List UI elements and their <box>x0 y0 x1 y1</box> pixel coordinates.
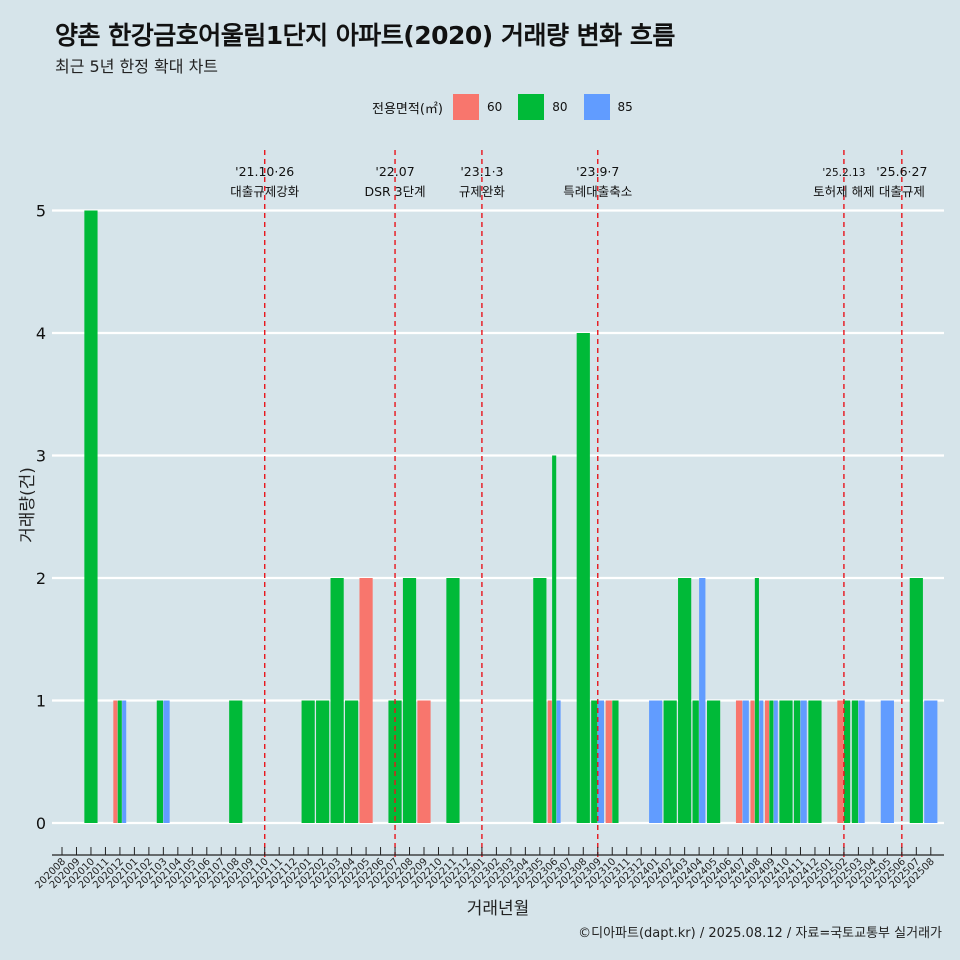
legend-item-60: 60 <box>452 94 512 120</box>
event-label-202506: 대출규제 <box>879 184 925 199</box>
bar-202411-80 <box>793 700 801 823</box>
y-tick-label: 3 <box>36 447 46 466</box>
bar-202402-80 <box>663 700 677 823</box>
bar-202201-80 <box>301 700 315 823</box>
source-caption: ©디아파트(dapt.kr) / 2025.08.12 / 자료=국토교통부 실… <box>578 926 942 941</box>
legend-title: 전용면적(㎡) <box>372 101 443 117</box>
event-label-202207: DSR 3단계 <box>364 184 425 199</box>
event-date-202110: '21.10·26 <box>235 164 294 179</box>
bar-202408-60 <box>750 700 755 823</box>
bar-202012-85 <box>122 700 127 823</box>
bar-202010-80 <box>84 210 98 823</box>
legend-swatch-85 <box>583 94 610 120</box>
bar-202103-80 <box>156 700 164 823</box>
bar-202208-80 <box>402 578 417 823</box>
bar-202404-80 <box>692 700 699 823</box>
bar-202409-80 <box>769 700 774 823</box>
bar-202503-80 <box>851 700 859 823</box>
event-label-202110: 대출규제강화 <box>230 184 300 199</box>
bar-202403-80 <box>678 578 692 823</box>
bar-202408-80 <box>754 578 759 823</box>
y-tick-label: 2 <box>36 569 46 588</box>
bar-202502-60 <box>837 700 844 823</box>
bar-202308-80 <box>576 333 590 823</box>
legend-label-80: 80 <box>552 100 568 114</box>
y-tick-label: 5 <box>36 202 46 221</box>
bar-202204-80 <box>345 700 359 823</box>
bar-202507-80 <box>909 578 923 823</box>
bar-202305-80 <box>533 578 547 823</box>
event-date-202207: '22.07 <box>375 164 414 179</box>
bar-202306-80 <box>552 455 557 823</box>
bar-202203-80 <box>330 578 344 823</box>
legend-swatch-80 <box>518 94 545 120</box>
bar-202202-80 <box>316 700 330 823</box>
y-tick-label: 0 <box>36 814 46 833</box>
bar-202407-85 <box>742 700 749 823</box>
chart-title: 양촌 한강금호어울림1단지 아파트(2020) 거래량 변화 흐름 <box>55 21 675 50</box>
event-date-202502: '25.2.13 <box>822 167 865 179</box>
y-axis-title: 거래량(건) <box>18 467 38 543</box>
bar-202108-80 <box>229 700 243 823</box>
bar-202401-85 <box>649 700 663 823</box>
bar-202405-80 <box>707 700 721 823</box>
legend-swatch-60 <box>452 94 479 120</box>
bar-202103-85 <box>163 700 170 823</box>
bar-202310-60 <box>605 700 612 823</box>
bar-202409-85 <box>773 700 778 823</box>
bar-202310-80 <box>612 700 619 823</box>
event-label-202502: 토허제 해제 <box>813 184 874 199</box>
bar-202205-60 <box>359 578 373 823</box>
legend-item-85: 85 <box>583 94 643 120</box>
legend-label-60: 60 <box>486 100 503 114</box>
legend: 전용면적(㎡) 60 80 85 <box>372 92 649 122</box>
bar-202410-80 <box>779 700 793 823</box>
bar-202404-85 <box>699 578 706 823</box>
bar-202408-85 <box>759 700 764 823</box>
legend-item-80: 80 <box>518 94 577 120</box>
y-tick-label: 1 <box>36 692 46 711</box>
bar-202306-85 <box>556 700 561 823</box>
bar-202309-85 <box>597 700 605 823</box>
event-date-202309: '23.9·7 <box>576 164 619 179</box>
bar-202012-60 <box>113 700 118 823</box>
event-label-202309: 특례대출축소 <box>563 184 632 199</box>
event-label-202301: 규제완화 <box>459 184 506 199</box>
bar-202409-60 <box>764 700 770 823</box>
bar-202505-85 <box>880 700 894 823</box>
bar-202309-80 <box>591 700 598 823</box>
bar-202412-80 <box>808 700 822 823</box>
event-date-202301: '23.1·3 <box>460 164 503 179</box>
event-date-202506: '25.6·27 <box>876 164 927 179</box>
chart-subtitle: 최근 5년 한정 확대 차트 <box>55 57 219 76</box>
bar-202502-80 <box>843 700 851 823</box>
bar-202207-80 <box>388 700 402 823</box>
bar-202012-80 <box>117 700 122 823</box>
bar-202211-80 <box>446 578 460 823</box>
bar-202306-60 <box>547 700 552 823</box>
bar-202411-85 <box>800 700 807 823</box>
bar-202508-85 <box>924 700 938 823</box>
legend-label-85: 85 <box>617 100 633 114</box>
y-tick-label: 4 <box>36 324 46 343</box>
bar-202503-85 <box>858 700 865 823</box>
x-axis-title: 거래년월 <box>467 899 530 919</box>
bar-202209-60 <box>417 700 431 823</box>
bar-202407-60 <box>735 700 743 823</box>
